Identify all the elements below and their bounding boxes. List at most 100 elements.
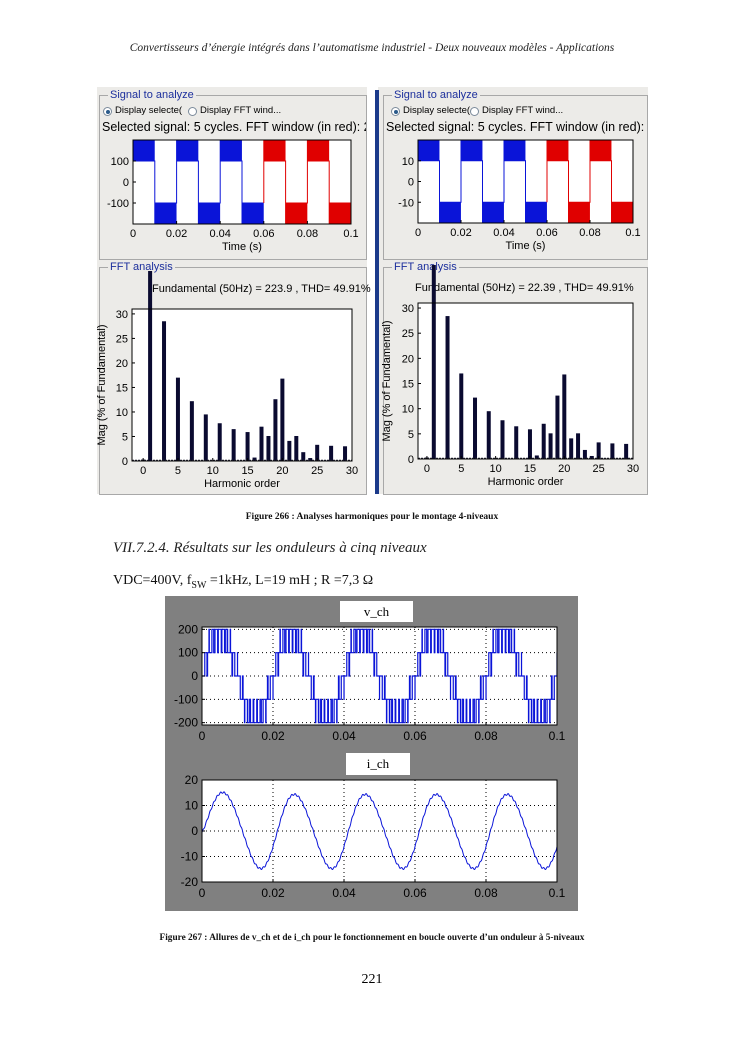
plot-area (132, 309, 352, 461)
bar-h23 (582, 449, 587, 459)
x-tick-label: 0.08 (474, 729, 498, 743)
axes-frame (131, 308, 353, 462)
selected-signal-text: Selected signal: 5 cycles. FFT window (i… (102, 120, 366, 134)
display-fft-window-label: Display FFT wind... (200, 105, 282, 116)
x-tick-label: 20 (558, 463, 570, 475)
i-ch-trace (202, 791, 557, 871)
bar-h23 (301, 452, 306, 461)
series (202, 628, 557, 724)
bar-h18 (266, 435, 271, 461)
y-axis-label: Mag (% of Fundamental) (381, 320, 393, 441)
fft-window-trace (546, 140, 633, 223)
bar-h27 (610, 443, 615, 459)
y-tick-label: 10 (185, 799, 199, 813)
y-tick-label: 0 (408, 177, 414, 189)
x-tick-label: 0.02 (261, 729, 285, 743)
y-tick-label: 15 (402, 379, 414, 391)
x-tick-label: 25 (593, 463, 605, 475)
y-tick-label: -10 (181, 850, 199, 864)
plot-area (418, 303, 633, 459)
y-tick-label: 20 (402, 353, 414, 365)
display-selected-radio[interactable] (391, 107, 400, 116)
y-tick-label: -10 (398, 197, 414, 209)
display-selected-label: Display selecte( (403, 105, 471, 116)
x-tick-label: 30 (346, 465, 358, 477)
params-prefix: VDC=400V, f (113, 573, 192, 588)
y-tick-label: 200 (178, 622, 198, 636)
x-tick-label: 0.1 (343, 228, 358, 240)
x-tick-label: 0.08 (474, 886, 498, 900)
y-tick-label: 0 (191, 824, 198, 838)
y-tick-label: 0 (122, 456, 128, 468)
x-tick-label: 0.06 (403, 729, 427, 743)
bar-h24 (308, 458, 313, 461)
y-tick-label: 0 (408, 454, 414, 466)
x-axis-label: Harmonic order (204, 478, 280, 490)
bar-h19 (273, 399, 278, 461)
series (424, 316, 629, 459)
bar-h13 (514, 426, 519, 459)
series (133, 140, 351, 224)
window-edge-bar (375, 90, 379, 494)
y-tick-label: -100 (107, 198, 129, 210)
y-tick-label: 15 (116, 382, 128, 394)
v-ch-trace (202, 628, 557, 724)
x-tick-label: 15 (241, 465, 253, 477)
v-ch-title: v_ch (340, 601, 413, 622)
chart-i_ch: 0 0.02 0.04 0.06 0.08 0.1 20 10 0 -10 -20 (181, 773, 566, 900)
bar-h11 (500, 420, 505, 459)
x-tick-label: 0.08 (579, 227, 600, 239)
y-tick-label: 30 (116, 309, 128, 321)
bar-h3 (162, 321, 167, 461)
series (418, 140, 633, 223)
x-tick-label: 25 (311, 465, 323, 477)
section-heading: VII.7.2.4. Résultats sur les onduleurs à… (113, 540, 427, 556)
signal-trace (133, 140, 264, 224)
bar-h11 (217, 423, 222, 461)
x-tick-label: 0 (130, 228, 136, 240)
bar-h21 (569, 438, 574, 459)
display-selected-label: Display selecte( (115, 105, 183, 116)
bar-h7 (189, 401, 194, 461)
page-number: 221 (361, 972, 383, 987)
bar-h20 (280, 378, 285, 461)
x-tick-label: 0.06 (253, 228, 274, 240)
x-tick-label: 0 (140, 465, 146, 477)
display-fft-window-radio[interactable] (188, 107, 197, 116)
fft-group-left (99, 267, 367, 495)
y-tick-label: 100 (111, 156, 129, 168)
bar-h29 (624, 443, 629, 459)
x-tick-label: 0.08 (297, 228, 318, 240)
bar-h18 (548, 433, 553, 459)
bar-h17 (541, 423, 546, 459)
y-tick-label: 20 (116, 358, 128, 370)
selected-signal-text: Selected signal: 5 cycles. FFT window (i… (386, 120, 648, 134)
bar-h13 (231, 429, 236, 461)
y-axis-label: Mag (% of Fundamental) (96, 324, 108, 445)
x-tick-label: 0.1 (549, 729, 566, 743)
display-fft-window-radio[interactable] (470, 107, 479, 116)
display-selected-radio[interactable] (103, 107, 112, 116)
axes-frame (417, 302, 634, 460)
fft-group-right (383, 267, 648, 495)
bar-h15 (245, 432, 250, 461)
y-tick-label: 30 (402, 303, 414, 315)
x-tick-label: 15 (524, 463, 536, 475)
y-tick-label: 10 (402, 404, 414, 416)
x-tick-label: 0.1 (549, 886, 566, 900)
bar-h1 (148, 271, 153, 461)
x-tick-label: 0.02 (450, 227, 471, 239)
x-tick-label: 0.02 (261, 886, 285, 900)
chart-signal_left: 0 0.02 0.04 0.06 0.08 0.1 100 0 -100 Time (s) (107, 139, 359, 253)
y-tick-label: 5 (408, 429, 414, 441)
bar-h5 (459, 373, 464, 459)
params-suffix: =1kHz, L=19 mH ; R =7,3 Ω (206, 573, 374, 588)
chart-fft_right: 0 5 10 15 20 25 30 0 5 10 15 20 25 30 Harmonic order Ma… (381, 265, 639, 488)
figure-266-caption: Figure 266 : Analyses harmoniques pour l… (245, 512, 499, 522)
signal-trace (418, 140, 547, 223)
x-tick-label: 0 (199, 886, 206, 900)
y-tick-label: 20 (185, 773, 199, 787)
x-tick-label: 0.04 (209, 228, 230, 240)
x-tick-label: 0 (415, 227, 421, 239)
